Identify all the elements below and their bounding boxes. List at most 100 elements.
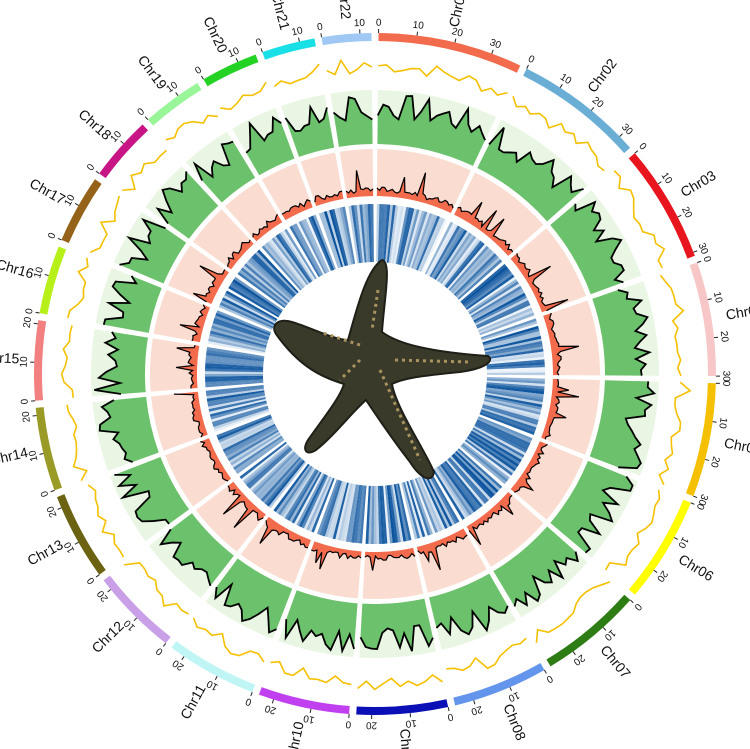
hist-line-chr06: [514, 443, 548, 493]
heat-bin-chr09: [395, 483, 409, 542]
heat-bin-chr01: [406, 210, 425, 267]
heat-bin-chr04: [486, 364, 545, 370]
heat-bin-chr14: [207, 393, 266, 407]
chr-label-chr05: Chr05: [723, 434, 750, 457]
area-line-chr09: [359, 624, 434, 652]
heat-bin-chr16: [207, 340, 266, 354]
heat-bin-chr02: [457, 259, 503, 300]
tick-chr13: [95, 574, 100, 578]
heat-bin-chr07: [432, 469, 465, 520]
heat-bin-chr11: [284, 468, 318, 520]
heat-bin-chr14: [205, 385, 264, 394]
heat-bin-chr08: [404, 481, 423, 538]
heat-bin-chr15: [205, 365, 264, 371]
heat-bin-chr09: [384, 485, 393, 544]
tick-label-chr08: 0: [544, 672, 555, 685]
heat-bin-chr08: [401, 482, 418, 540]
area-line-chr01: [376, 95, 486, 141]
area-line-chr05: [618, 381, 657, 470]
heat-bin-chr13: [220, 420, 274, 448]
heat-bin-chr11: [289, 470, 321, 523]
heat-bin-chr03: [471, 288, 524, 320]
heat-bin-chr08: [425, 472, 455, 526]
heat-bin-chr04: [483, 333, 541, 350]
tick-chr16: [44, 273, 49, 277]
line-chr08: [446, 637, 527, 672]
line-chr01: [378, 64, 508, 96]
chr-label-chr02: Chr02: [584, 55, 620, 95]
tick-chr05: [712, 421, 717, 423]
heat-bin-chr03: [465, 274, 515, 311]
heat-bin-chr21: [318, 212, 340, 269]
heat-bin-chr18: [244, 263, 291, 303]
heat-bin-chr06: [474, 422, 529, 451]
tick-label-chr20: 10: [227, 45, 242, 60]
heat-bin-chr05: [481, 405, 538, 426]
heat-bin-chr11: [298, 474, 327, 528]
heat-bin-chr17: [226, 288, 279, 319]
heat-bin-chr02: [434, 229, 468, 280]
heat-bin-chr04: [481, 323, 539, 343]
heat-bin-chr14: [208, 395, 266, 410]
tick-label-chr06: 20: [654, 568, 670, 584]
heat-bin-chr04: [482, 325, 539, 345]
heat-bin-chr06: [476, 419, 531, 446]
ideogram-chr14: [35, 407, 62, 491]
tick-label-chr21: 10: [291, 25, 305, 38]
heat-bin-chr06: [468, 433, 519, 467]
heat-bin-chr04: [486, 356, 545, 365]
ideogram-chr15: [34, 320, 47, 401]
heat-bin-chr06: [474, 424, 527, 453]
heat-bin-chr04: [485, 346, 544, 358]
tick-label-chr07: 20: [571, 652, 587, 668]
line-chr09: [357, 674, 444, 691]
heat-bin-chr10: [335, 482, 351, 540]
tick-chr13: [74, 541, 79, 545]
chr-label-chr21: Chr21: [268, 0, 293, 32]
heat-bin-chr02: [428, 224, 458, 277]
line-chr21: [273, 63, 320, 88]
heat-bin-chr10: [348, 484, 360, 543]
tick-chr08: [473, 700, 476, 705]
heat-bin-chr01: [393, 206, 407, 264]
heat-bin-chr05: [484, 395, 542, 410]
heat-bin-chr17: [218, 304, 273, 330]
heat-bin-chr12: [239, 441, 287, 479]
heat-bin-chr03: [462, 268, 510, 306]
heat-bin-chr18: [251, 255, 295, 298]
heat-bin-chr13: [233, 435, 283, 470]
heat-bin-chr07: [438, 465, 474, 514]
heat-bin-chr13: [223, 425, 277, 455]
heat-bin-chr02: [455, 255, 499, 298]
chr-label-chr20: Chr20: [200, 14, 231, 56]
tick-chr06: [690, 502, 695, 505]
tick-label-chr03: 0: [636, 141, 648, 153]
heat-bin-chr10: [351, 484, 362, 543]
heat-bin-chr05: [485, 389, 544, 400]
heat-bin-chr03: [477, 305, 532, 331]
area-fill-chr18: [157, 171, 219, 239]
chr-label-chr18: Chr18: [76, 106, 115, 143]
tick-chr03: [677, 214, 682, 218]
area-fill-chr06: [550, 460, 633, 553]
heat-bin-chr01: [412, 213, 436, 270]
heat-bin-chr07: [434, 468, 468, 519]
heat-bin-chr08: [406, 480, 426, 538]
tick-label-chr09: 20: [366, 719, 378, 730]
ideogram-chr09: [356, 699, 449, 715]
heat-bin-chr08: [409, 479, 431, 536]
ideogram-chr08: [453, 663, 545, 706]
ideogram-chr20: [203, 54, 259, 87]
heat-bin-chr14: [209, 400, 267, 417]
tick-label-chr11: 20: [170, 657, 186, 673]
tick-chr07: [572, 651, 576, 656]
tick-chr04: [697, 260, 702, 264]
tick-label-chr13: 10: [62, 539, 77, 554]
heat-bin-chr03: [467, 279, 518, 313]
hist-fill-chr02: [454, 202, 513, 256]
heat-bin-chr12: [244, 445, 291, 485]
heat-bin-chr13: [219, 419, 274, 445]
heat-bin-chr11: [296, 473, 325, 527]
ideogram-chr22: [321, 33, 372, 46]
heat-bin-chr17: [219, 302, 274, 329]
